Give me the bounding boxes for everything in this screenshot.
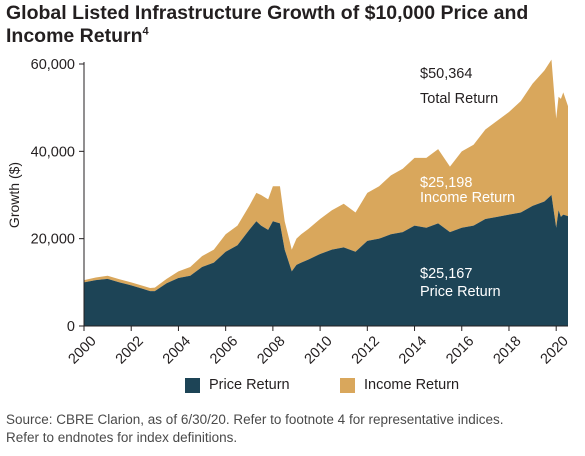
annotation-value: $25,167: [420, 266, 472, 282]
legend-item-income: Income Return: [340, 377, 459, 393]
x-tick-label: 2008: [254, 333, 288, 367]
x-tick-label: 2010: [302, 333, 336, 367]
annotation-value: $50,364: [420, 66, 472, 82]
area-income-return: [84, 59, 568, 292]
y-tick-label: 0: [67, 319, 75, 335]
x-tick-label: 2006: [207, 333, 241, 367]
legend-label-income: Income Return: [364, 377, 460, 393]
source-line-1: Source: CBRE Clarion, as of 6/30/20. Ref…: [6, 412, 504, 427]
x-tick-label: 2014: [396, 333, 430, 367]
y-tick-label: 40,000: [31, 144, 75, 160]
legend-item-price: Price Return: [185, 377, 290, 393]
x-tick-label: 2018: [490, 333, 524, 367]
x-tick-label: 2004: [160, 333, 194, 367]
x-tick-label: 2000: [65, 333, 99, 367]
legend-label-price: Price Return: [209, 377, 290, 393]
area-price-return: [84, 195, 568, 326]
x-tick-label: 2002: [113, 333, 147, 367]
chart-title: Global Listed Infrastructure Growth of $…: [6, 2, 576, 48]
title-footnote: 4: [142, 25, 149, 38]
annotation-label: Price Return: [420, 284, 501, 300]
source-line-2: Refer to endnotes for index definitions.: [6, 430, 238, 445]
chart-title-text: Global Listed Infrastructure Growth of $…: [6, 2, 529, 47]
y-tick-label: 20,000: [31, 232, 75, 248]
source-note: Source: CBRE Clarion, as of 6/30/20. Ref…: [6, 411, 581, 447]
annotation-label: Income Return: [420, 190, 515, 206]
y-tick-label: 60,000: [31, 57, 75, 73]
annotation-value: $25,198: [420, 175, 472, 191]
x-tick-label: 2020: [538, 333, 572, 367]
annotation-label: Total Return: [420, 91, 498, 107]
chart-legend: Price Return Income Return: [0, 377, 585, 397]
x-tick-label: 2012: [349, 333, 383, 367]
chart-areas: [84, 59, 568, 326]
legend-swatch-income: [340, 377, 355, 393]
x-tick-label: 2016: [443, 333, 477, 367]
y-axis-label: Growth ($): [6, 162, 22, 228]
legend-swatch-price: [185, 377, 200, 393]
